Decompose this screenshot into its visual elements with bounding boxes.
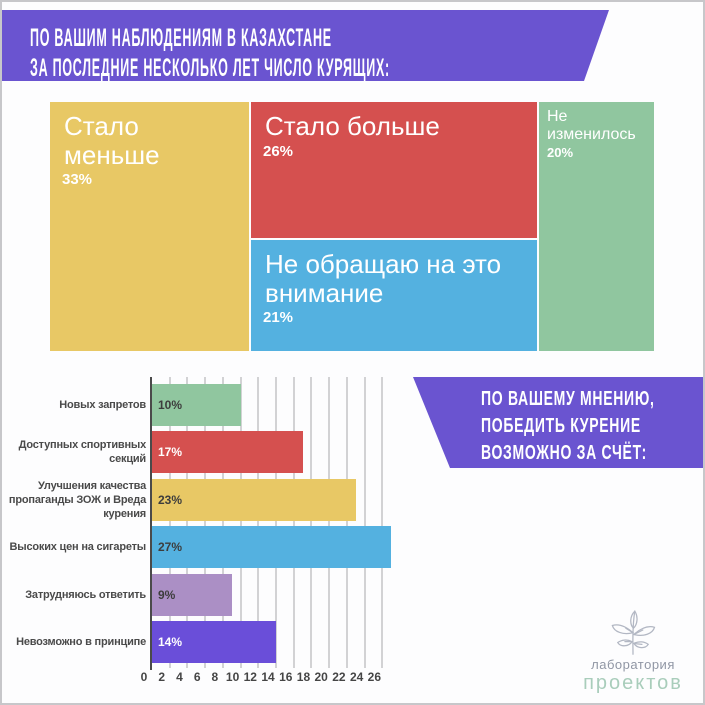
bar: 27%	[152, 526, 392, 569]
right-banner-line-3: ВОЗМОЖНО ЗА СЧЁТ:	[481, 442, 647, 464]
bar-category-label-line: Высоких цен на сигареты	[9, 541, 147, 554]
treemap-percent: 33%	[62, 171, 93, 189]
grid-line	[239, 377, 242, 668]
x-tick-label: 0	[140, 670, 148, 684]
grid-line	[168, 377, 171, 668]
bar-category-label-line: Доступных спортивных	[18, 439, 147, 452]
treemap-block-stalo-bolshe: Стало больше 26%	[251, 102, 537, 238]
top-banner-line-1: ПО ВАШИМ НАБЛЮДЕНИЯМ В КАЗАХСТАНЕ	[30, 24, 332, 52]
bar-value-label: 9%	[158, 587, 176, 602]
x-tick-label: 8	[211, 670, 219, 684]
treemap-block-stalo-menshe: Стало меньше 33%	[50, 102, 249, 351]
bar-value-label: 14%	[158, 635, 183, 649]
grid-line	[221, 377, 224, 668]
right-banner-line-2: ПОБЕДИТЬ КУРЕНИЕ	[481, 415, 641, 437]
x-tick-label: 4	[176, 670, 183, 684]
logo: лаборатория проектов	[575, 604, 691, 695]
bar-value-label: 27%	[158, 540, 183, 555]
x-tick-label: 10	[225, 670, 240, 684]
right-banner-line-1: ПО ВАШЕМУ МНЕНИЮ,	[481, 388, 655, 410]
bar-category-label: Высоких цен на сигареты	[9, 526, 147, 568]
x-tick-label: 6	[193, 670, 201, 684]
bar-category-label-line: курения	[103, 507, 146, 520]
bar: 9%	[152, 573, 232, 616]
leaf-sprig-icon	[611, 610, 656, 655]
x-tick-label: 16	[279, 670, 293, 684]
bar-value-label: 10%	[158, 398, 183, 412]
bar: 17%	[152, 431, 303, 474]
bar-category-label: Новых запретов	[59, 384, 146, 426]
treemap-percent: 26%	[263, 142, 294, 160]
grid-line	[345, 377, 348, 668]
grid-line	[292, 377, 295, 668]
bar: 23%	[152, 478, 356, 521]
y-axis-line	[150, 377, 152, 670]
treemap-label: Не обращаю на это внимание	[265, 249, 502, 308]
logo-text-laboratoria: лаборатория	[591, 657, 675, 672]
right-banner-text: ПО ВАШЕМУ МНЕНИЮ, ПОБЕДИТЬ КУРЕНИЕ ВОЗМО…	[481, 386, 655, 467]
x-tick-label: 22	[332, 670, 346, 684]
treemap-label: Стало больше	[265, 111, 440, 141]
bar-category-label: Доступных спортивных секций	[18, 431, 147, 473]
x-tick-label: 12	[243, 670, 257, 684]
grid-line	[381, 377, 384, 668]
x-tick-label: 2	[158, 670, 166, 684]
bar-category-label-line: секций	[109, 453, 146, 466]
grid-line	[204, 377, 207, 668]
top-banner-text: ПО ВАШИМ НАБЛЮДЕНИЯМ В КАЗАХСТАНЕ ЗА ПОС…	[30, 23, 390, 83]
grid-line	[257, 377, 260, 668]
grid-line	[186, 377, 189, 668]
treemap-block-ne-obraschayu: Не обращаю на это внимание 21%	[251, 240, 537, 351]
treemap-label: Не изменилось	[547, 108, 636, 143]
bar-category-label: Невозможно в принципе	[16, 621, 146, 663]
treemap-block-ne-izmenilos: Не изменилось 20%	[539, 102, 654, 351]
bar-category-label: Затрудняюсь ответить	[25, 574, 146, 616]
x-tick-label: 24	[349, 670, 364, 684]
bar-value-label: 17%	[158, 445, 183, 460]
bar: 14%	[152, 621, 277, 663]
x-tick-label: 20	[314, 670, 328, 684]
bar-category-label-line: Улучшения качества	[37, 479, 146, 492]
treemap-percent: 21%	[263, 309, 294, 327]
x-tick-label: 26	[367, 670, 382, 684]
grid-line	[328, 377, 331, 668]
bar-category-label-line: пропаганды ЗОЖ и Вреда	[8, 493, 146, 506]
bar-category-label-line: Новых запретов	[59, 399, 146, 411]
x-tick-label: 18	[296, 670, 311, 684]
grid-line	[310, 377, 313, 668]
logo-text-proektov: проектов	[583, 672, 683, 694]
bar-category-label-line: Затрудняюсь ответить	[25, 588, 146, 601]
grid-line	[363, 377, 366, 668]
bar-value-label: 23%	[158, 492, 183, 507]
treemap-label: Стало меньше	[64, 111, 160, 170]
top-banner-line-2: ЗА ПОСЛЕДНИЕ НЕСКОЛЬКО ЛЕТ ЧИСЛО КУРЯЩИХ…	[30, 54, 390, 82]
treemap-percent: 20%	[547, 145, 574, 161]
bar: 10%	[152, 384, 241, 426]
x-tick-label: 14	[261, 670, 275, 684]
grid-line	[275, 377, 278, 668]
bar-category-label-line: Невозможно в принципе	[16, 636, 146, 648]
bar-category-label: Улучшения качества пропаганды ЗОЖ и Вреда…	[9, 479, 146, 521]
top-banner: ПО ВАШИМ НАБЛЮДЕНИЯМ В КАЗАХСТАНЕ ЗА ПОС…	[0, 10, 609, 81]
right-banner: ПО ВАШЕМУ МНЕНИЮ, ПОБЕДИТЬ КУРЕНИЕ ВОЗМО…	[413, 377, 705, 468]
